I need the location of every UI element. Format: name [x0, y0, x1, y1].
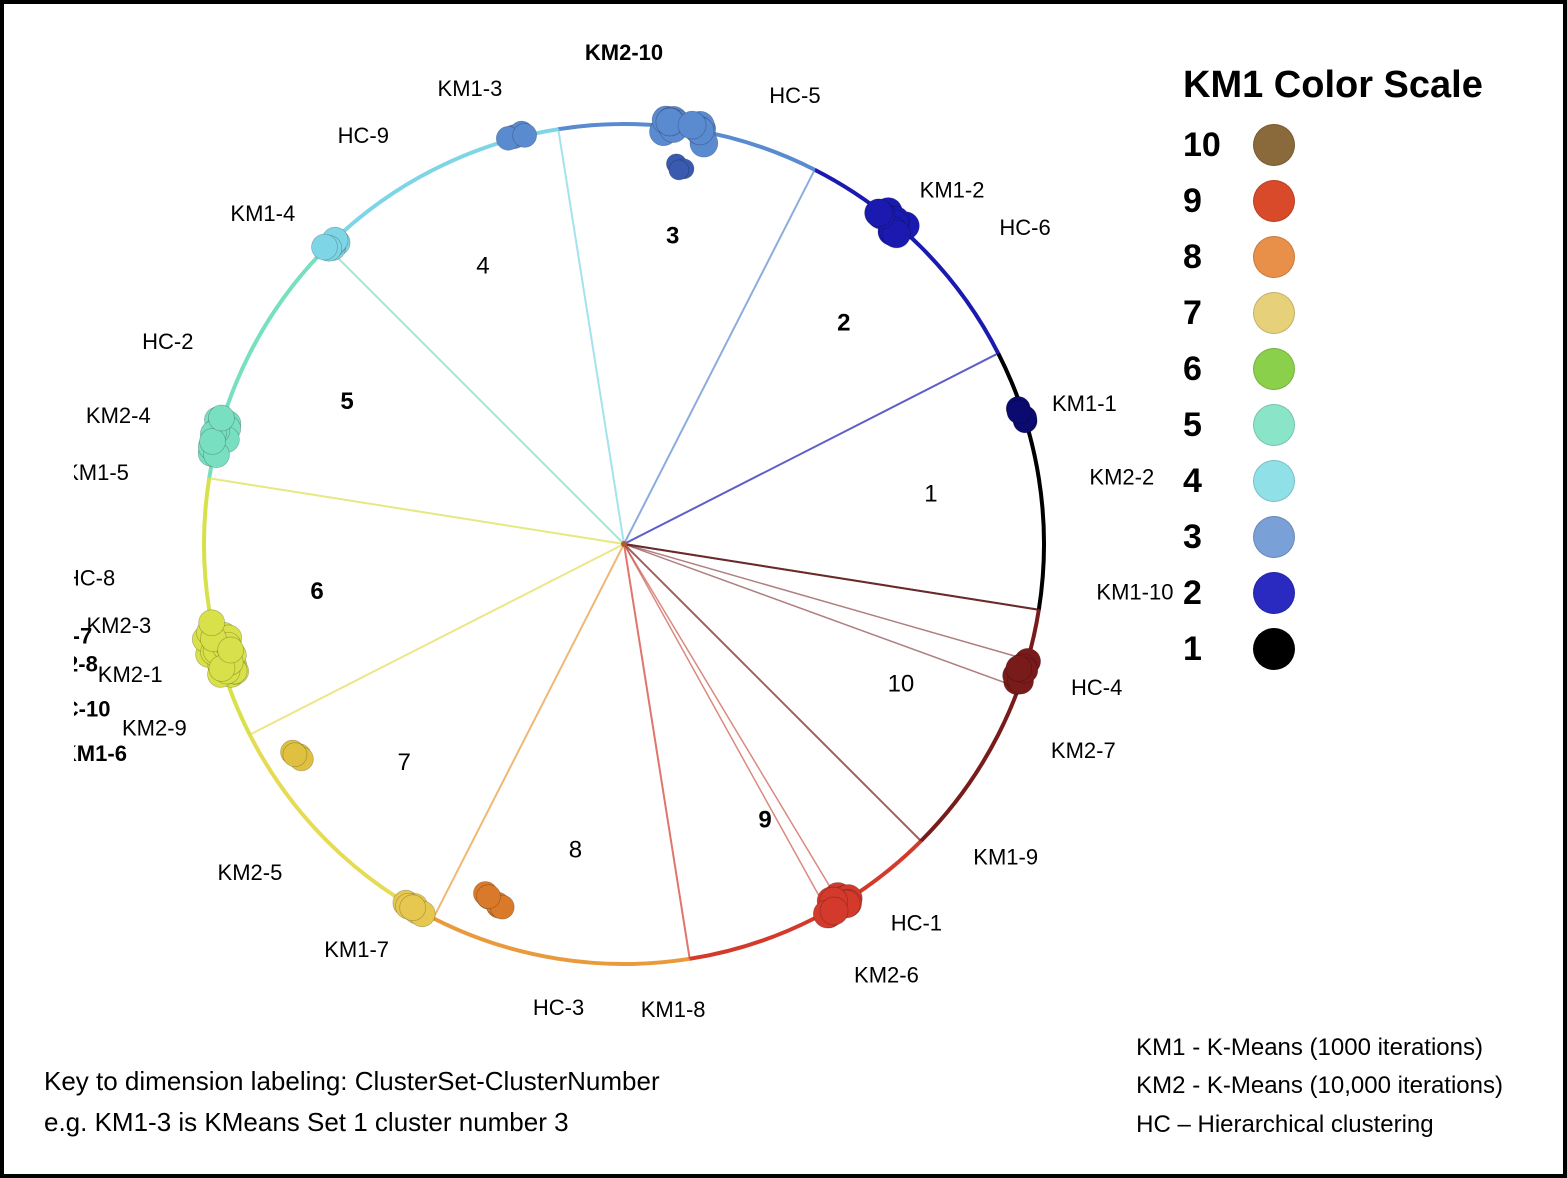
svg-text:HC-5: HC-5 — [769, 83, 820, 108]
legend-swatch — [1253, 404, 1295, 446]
svg-text:HC-6: HC-6 — [999, 215, 1050, 240]
legend-row: 7 — [1183, 285, 1503, 341]
legend-number: 8 — [1183, 238, 1253, 277]
legend-row: 4 — [1183, 453, 1503, 509]
legend-row: 2 — [1183, 565, 1503, 621]
svg-text:KM1-6: KM1-6 — [74, 741, 127, 766]
svg-text:HC-9: HC-9 — [338, 123, 389, 148]
legend-row: 9 — [1183, 173, 1503, 229]
legend-row: 8 — [1183, 229, 1503, 285]
svg-text:KM1-1: KM1-1 — [1052, 391, 1117, 416]
svg-text:HC-4: HC-4 — [1071, 675, 1122, 700]
legend-swatch — [1253, 124, 1295, 166]
legend-number: 1 — [1183, 630, 1253, 669]
legend-swatch — [1253, 516, 1295, 558]
svg-text:KM2-2: KM2-2 — [1089, 464, 1154, 489]
svg-text:KM2-10: KM2-10 — [585, 44, 663, 65]
legend-row: 1 — [1183, 621, 1503, 677]
footer-right-line2: KM2 - K-Means (10,000 iterations) — [1136, 1067, 1503, 1105]
svg-text:HC-2: HC-2 — [142, 329, 193, 354]
svg-text:KM1-9: KM1-9 — [973, 844, 1038, 869]
svg-text:3: 3 — [666, 222, 679, 249]
figure-frame: 1 2 3 4 5 6 7 8 9 10 KM1-1 KM2-2 KM1-2 HC-6 HC-5 KM2-10… — [0, 0, 1567, 1178]
legend-swatch — [1253, 292, 1295, 334]
svg-text:HC-1: HC-1 — [891, 911, 942, 936]
legend-swatch — [1253, 236, 1295, 278]
svg-text:KM2-1: KM2-1 — [98, 662, 163, 687]
footer-left-line2: e.g. KM1-3 is KMeans Set 1 cluster numbe… — [44, 1102, 660, 1144]
svg-text:HC-8: HC-8 — [74, 565, 115, 590]
legend-swatch — [1253, 572, 1295, 614]
svg-text:KM2-3: KM2-3 — [86, 613, 151, 638]
svg-text:KM1-10: KM1-10 — [1096, 579, 1173, 604]
svg-text:KM1-8: KM1-8 — [641, 997, 706, 1022]
legend-number: 4 — [1183, 462, 1253, 501]
svg-text:KM2-6: KM2-6 — [854, 962, 919, 987]
color-scale-legend: KM1 Color Scale 10 9 8 7 6 5 4 3 2 1 — [1183, 64, 1503, 677]
legend-swatch — [1253, 628, 1295, 670]
svg-text:1: 1 — [924, 481, 937, 508]
svg-text:KM2-7: KM2-7 — [1051, 738, 1116, 763]
svg-text:6: 6 — [310, 578, 323, 605]
legend-swatch — [1253, 460, 1295, 502]
svg-text:KM1-3: KM1-3 — [438, 76, 503, 101]
svg-text:8: 8 — [569, 836, 582, 863]
legend-number: 9 — [1183, 182, 1253, 221]
legend-number: 7 — [1183, 294, 1253, 333]
legend-swatch — [1253, 180, 1295, 222]
svg-text:10: 10 — [888, 670, 915, 697]
legend-number: 10 — [1183, 126, 1253, 165]
svg-text:KM2-8: KM2-8 — [74, 651, 98, 676]
svg-text:5: 5 — [340, 388, 353, 415]
svg-text:4: 4 — [476, 252, 489, 279]
footer-right: KM1 - K-Means (1000 iterations) KM2 - K-… — [1136, 1029, 1503, 1144]
footer-right-line1: KM1 - K-Means (1000 iterations) — [1136, 1029, 1503, 1067]
legend-row: 3 — [1183, 509, 1503, 565]
svg-text:KM1-7: KM1-7 — [324, 937, 389, 962]
legend-number: 2 — [1183, 574, 1253, 613]
svg-text:KM2-4: KM2-4 — [86, 403, 151, 428]
svg-text:KM2-5: KM2-5 — [218, 860, 283, 885]
legend-row: 10 — [1183, 117, 1503, 173]
legend-number: 3 — [1183, 518, 1253, 557]
legend-row: 6 — [1183, 341, 1503, 397]
legend-title: KM1 Color Scale — [1183, 64, 1503, 107]
legend-row: 5 — [1183, 397, 1503, 453]
svg-text:KM1-5: KM1-5 — [74, 460, 129, 485]
footer-left-line1: Key to dimension labeling: ClusterSet-Cl… — [44, 1061, 660, 1103]
svg-text:KM1-4: KM1-4 — [230, 201, 295, 226]
footer-right-line3: HC – Hierarchical clustering — [1136, 1106, 1503, 1144]
legend-number: 5 — [1183, 406, 1253, 445]
svg-text:HC-10: HC-10 — [74, 697, 110, 722]
svg-text:KM1-2: KM1-2 — [920, 177, 985, 202]
svg-text:HC-3: HC-3 — [533, 995, 584, 1020]
svg-text:KM2-9: KM2-9 — [122, 715, 187, 740]
svg-text:9: 9 — [758, 806, 771, 833]
radial-chart: 1 2 3 4 5 6 7 8 9 10 KM1-1 KM2-2 KM1-2 HC-6 HC-5 KM2-10… — [74, 44, 1174, 1044]
legend-number: 6 — [1183, 350, 1253, 389]
svg-text:2: 2 — [837, 310, 850, 337]
svg-text:7: 7 — [398, 749, 411, 776]
footer-left: Key to dimension labeling: ClusterSet-Cl… — [44, 1061, 660, 1144]
legend-swatch — [1253, 348, 1295, 390]
